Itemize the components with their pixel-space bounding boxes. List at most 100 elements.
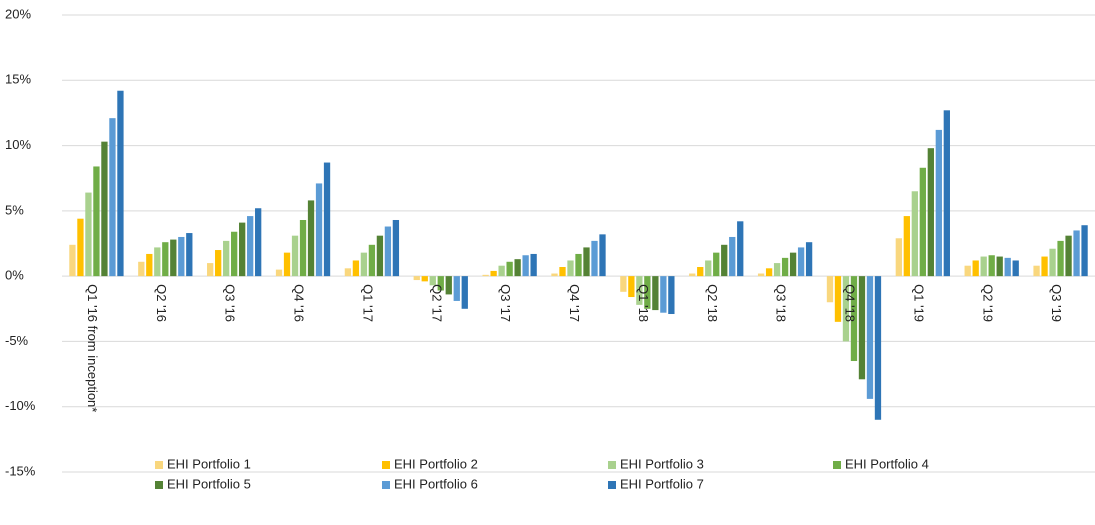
- bar: [721, 244, 728, 277]
- bar: [170, 239, 177, 277]
- bar: [146, 253, 153, 277]
- bar: [77, 218, 84, 277]
- legend-label: EHI Portfolio 4: [845, 456, 929, 471]
- legend-swatch: [382, 481, 390, 489]
- bar: [551, 273, 558, 277]
- bar: [215, 250, 222, 277]
- x-tick-label: Q4 '17: [567, 284, 582, 322]
- bar: [437, 276, 444, 291]
- bar: [866, 276, 874, 399]
- bar: [781, 257, 789, 277]
- bar: [162, 242, 169, 277]
- legend-swatch: [833, 461, 841, 469]
- bar: [255, 208, 262, 277]
- bar: [964, 265, 971, 277]
- bar: [482, 274, 489, 277]
- legend-label: EHI Portfolio 2: [394, 456, 478, 471]
- bar: [765, 268, 773, 277]
- bar: [352, 260, 360, 277]
- bar: [360, 252, 368, 277]
- x-tick-label: Q2 '16: [154, 284, 169, 322]
- x-tick-label: Q3 '19: [1049, 284, 1064, 322]
- bar: [421, 276, 428, 282]
- x-tick-label: Q3 '18: [774, 284, 789, 322]
- bar: [1041, 256, 1048, 277]
- bar: [927, 148, 934, 277]
- bar: [299, 219, 307, 277]
- legend-swatch: [382, 461, 390, 469]
- bar: [315, 183, 323, 277]
- y-tick-label: 5%: [5, 202, 24, 217]
- y-tick-label: -15%: [5, 463, 36, 478]
- bar: [644, 276, 651, 309]
- bar: [842, 276, 850, 342]
- bar: [530, 253, 537, 277]
- bar: [522, 255, 529, 277]
- legend-swatch: [155, 461, 163, 469]
- x-tick-label: Q1 '18: [636, 284, 651, 322]
- bar: [1012, 260, 1019, 277]
- bar: [1081, 225, 1088, 277]
- x-tick-label: Q1 '19: [911, 284, 926, 322]
- bar: [231, 231, 238, 277]
- bar: [834, 276, 842, 322]
- x-tick-label: Q1 '16 from inception*: [85, 284, 100, 412]
- x-tick-label: Q4 '18: [843, 284, 858, 322]
- bar: [275, 269, 283, 277]
- bar: [919, 167, 926, 277]
- x-tick-label: Q3 '16: [223, 284, 238, 322]
- bar: [895, 238, 902, 277]
- bar: [620, 276, 627, 292]
- x-tick-label: Q2 '19: [980, 284, 995, 322]
- bar: [559, 267, 566, 277]
- bar: [826, 276, 834, 303]
- bar: [506, 261, 513, 277]
- bar: [874, 276, 882, 420]
- bar: [980, 256, 987, 277]
- bar: [858, 276, 866, 380]
- bar: [344, 268, 352, 277]
- bar: [247, 216, 254, 277]
- y-tick-label: 15%: [5, 72, 31, 87]
- bar: [223, 240, 230, 277]
- bar: [567, 260, 574, 277]
- x-tick-label: Q2 '18: [705, 284, 720, 322]
- bar: [207, 263, 214, 277]
- bar: [1049, 248, 1056, 277]
- bar: [773, 263, 781, 277]
- bar: [805, 242, 813, 277]
- bar: [729, 236, 736, 277]
- bar: [1004, 257, 1011, 277]
- bar: [514, 259, 521, 277]
- bar: [737, 221, 744, 277]
- bar: [368, 244, 376, 277]
- legend-swatch: [155, 481, 163, 489]
- bar: [1057, 240, 1064, 277]
- y-tick-label: 20%: [5, 6, 31, 21]
- bar: [935, 129, 942, 277]
- bar: [178, 236, 185, 277]
- legend-label: EHI Portfolio 5: [167, 476, 251, 491]
- bar: [138, 261, 145, 277]
- bar: [239, 222, 246, 277]
- bar: [972, 260, 979, 277]
- legend-swatch: [608, 461, 616, 469]
- bar: [445, 276, 452, 295]
- y-tick-label: 10%: [5, 137, 31, 152]
- bar: [384, 226, 392, 277]
- bar: [323, 162, 331, 277]
- x-tick-label: Q4 '16: [292, 284, 307, 322]
- bar: [1033, 265, 1040, 277]
- bar: [628, 276, 635, 298]
- bar: [583, 247, 590, 277]
- bar: [93, 166, 100, 277]
- bar: [797, 247, 805, 277]
- x-tick-label: Q2 '17: [429, 284, 444, 322]
- legend-label: EHI Portfolio 7: [620, 476, 704, 491]
- bar: [117, 90, 124, 277]
- bar: [911, 191, 918, 277]
- bar: [689, 273, 696, 277]
- bar: [186, 233, 193, 277]
- bar: [1065, 235, 1072, 277]
